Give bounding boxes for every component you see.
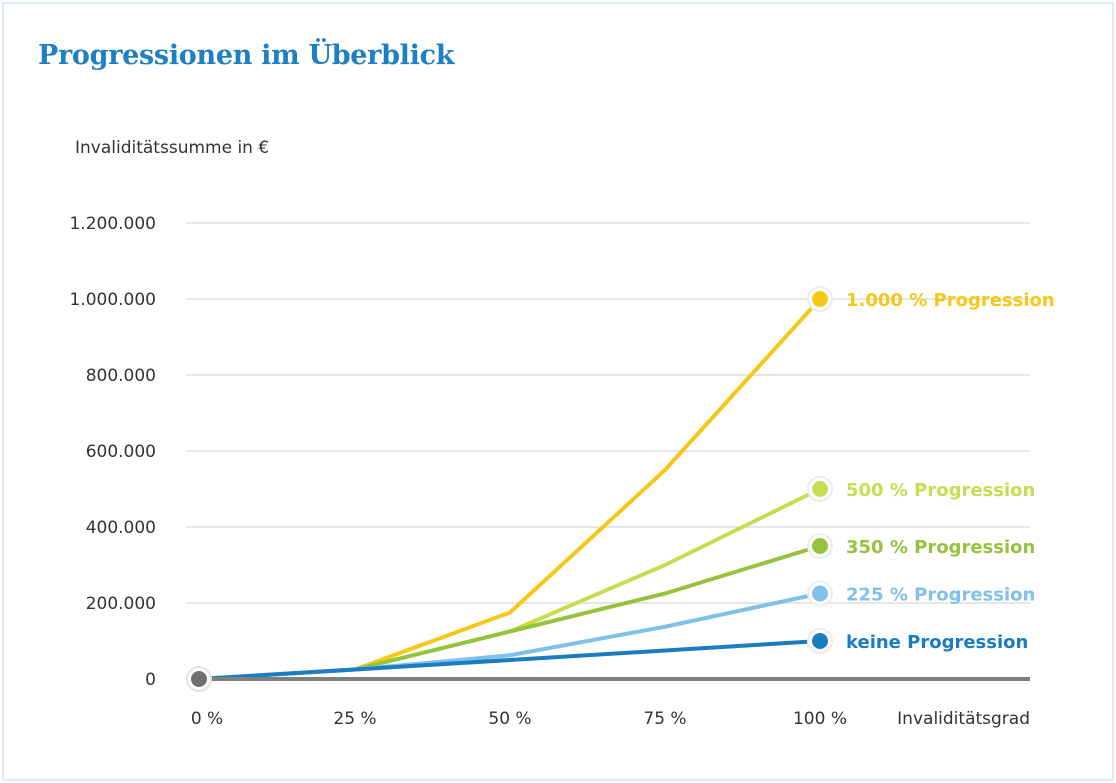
series-label: 1.000 % Progression	[846, 290, 1055, 311]
series-end-marker	[812, 481, 828, 497]
series-end-marker	[812, 538, 828, 554]
y-tick-labels: 0 200.000 400.000 600.000 800.000 1.000.000 1.…	[69, 214, 156, 690]
y-tick-label: 600.000	[86, 442, 156, 462]
series-markers	[186, 286, 833, 692]
series-line	[197, 591, 822, 681]
y-tick-label: 200.000	[86, 594, 156, 614]
y-tick-label: 1.000.000	[69, 290, 156, 310]
x-tick-label: 50 %	[488, 709, 531, 729]
series-end-marker	[812, 585, 828, 602]
series-end-marker	[812, 291, 828, 307]
series-line	[197, 639, 822, 681]
x-tick-label: 25 %	[333, 709, 376, 729]
series-label: 225 % Progression	[846, 585, 1035, 606]
grid-lines	[186, 222, 1030, 604]
series-labels: keine Progression 225 % Progression 350 % …	[846, 290, 1055, 653]
series-label: keine Progression	[846, 632, 1028, 653]
series-label: 500 % Progression	[846, 480, 1035, 501]
series-end-marker	[812, 633, 828, 649]
series-lines	[195, 297, 1030, 681]
y-tick-label: 1.200.000	[69, 214, 156, 234]
series-line	[197, 487, 822, 681]
y-tick-label: 800.000	[86, 366, 156, 386]
y-axis-label: Invaliditätssumme in €	[75, 138, 270, 158]
x-tick-label: 0 %	[191, 709, 223, 729]
series-label: 350 % Progression	[846, 537, 1035, 558]
x-axis-label: Invaliditätsgrad	[897, 709, 1030, 729]
origin-marker	[191, 671, 207, 687]
chart-title: Progressionen im Überblick	[38, 40, 455, 71]
series-line	[197, 297, 822, 681]
x-tick-label: 75 %	[643, 709, 686, 729]
x-tick-labels: 0 % 25 % 50 % 75 % 100 %	[191, 709, 847, 729]
y-tick-label: 400.000	[86, 518, 156, 538]
y-tick-label: 0	[145, 670, 156, 690]
x-tick-label: 100 %	[793, 709, 847, 729]
